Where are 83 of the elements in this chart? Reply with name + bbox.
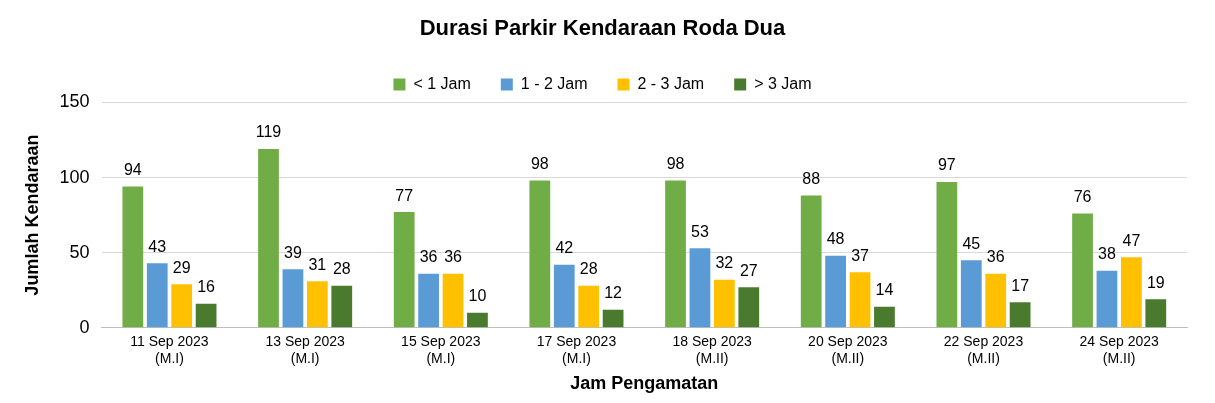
bar	[1009, 302, 1031, 328]
bar	[1145, 299, 1167, 328]
bar	[553, 264, 575, 328]
bar	[331, 285, 353, 328]
bar	[1096, 270, 1118, 328]
data-label: 42	[555, 239, 574, 257]
data-label: 32	[715, 254, 734, 272]
bar	[849, 272, 871, 328]
data-label: 19	[1146, 273, 1165, 291]
data-label: 16	[197, 278, 216, 296]
legend-label: < 1 Jam	[413, 74, 471, 92]
data-label: 48	[826, 230, 845, 248]
bar	[738, 287, 760, 328]
legend-label: 2 - 3 Jam	[637, 74, 705, 92]
bar	[171, 284, 193, 328]
bar	[825, 255, 846, 328]
bar	[602, 309, 624, 328]
bar	[713, 279, 735, 328]
bar	[306, 281, 328, 328]
data-label: 39	[284, 243, 302, 261]
data-label: 12	[604, 284, 623, 302]
y-tick-label: 50	[69, 241, 90, 262]
bar	[418, 273, 439, 328]
data-label: 17	[1011, 276, 1030, 294]
data-label: 98	[666, 154, 685, 172]
bar	[1121, 257, 1142, 328]
bar	[665, 180, 686, 328]
data-label: 28	[332, 260, 351, 278]
bar	[1072, 213, 1093, 328]
x-tick-label: 15 Sep 2023 (M.I)	[401, 333, 481, 366]
bar	[800, 195, 822, 328]
y-axis-title: Jumlah Kendaraan	[21, 134, 42, 296]
data-label: 10	[468, 287, 487, 305]
x-tick-label: 11 Sep 2023 (M.I)	[130, 333, 209, 366]
data-label: 45	[962, 234, 981, 252]
data-label: 98	[530, 154, 549, 172]
data-label: 38	[1098, 245, 1116, 263]
legend-label: > 3 Jam	[754, 74, 812, 92]
bar	[874, 306, 895, 328]
bar	[442, 273, 464, 328]
chart-title: Durasi Parkir Kendaraan Roda Dua	[419, 15, 787, 41]
data-label: 43	[148, 237, 167, 255]
bar	[467, 312, 488, 328]
data-label: 76	[1073, 188, 1092, 205]
x-tick-label: 17 Sep 2023 (M.I)	[536, 333, 617, 366]
data-label: 27	[739, 261, 758, 279]
data-label: 53	[691, 222, 709, 240]
data-label: 77	[395, 186, 414, 204]
bar	[393, 212, 415, 328]
data-label: 36	[986, 248, 1005, 266]
bar	[258, 148, 279, 328]
y-tick-label: 100	[59, 166, 90, 187]
bar	[960, 260, 982, 328]
bar	[195, 303, 217, 328]
data-label: 36	[444, 248, 463, 266]
y-tick-label: 0	[79, 316, 90, 337]
bar	[282, 269, 304, 328]
data-label: 47	[1122, 231, 1141, 249]
data-label: 37	[851, 246, 870, 264]
data-label: 31	[308, 255, 327, 273]
bar	[122, 186, 144, 328]
x-axis-title: Jam Pengamatan	[570, 373, 719, 394]
bar	[689, 248, 711, 328]
legend-label: 1 - 2 Jam	[520, 74, 588, 92]
data-label: 97	[937, 156, 956, 174]
data-label: 14	[875, 281, 894, 299]
x-tick-label: 20 Sep 2023 (M.II)	[808, 333, 888, 366]
x-tick-label: 24 Sep 2023 (M.II)	[1079, 333, 1160, 366]
bar	[529, 180, 551, 328]
bar	[985, 273, 1007, 328]
data-label: 119	[255, 123, 282, 141]
y-tick-label: 150	[59, 91, 90, 112]
data-label: 29	[172, 258, 191, 276]
data-label: 88	[802, 169, 821, 187]
x-tick-label: 18 Sep 2023 (M.II)	[672, 333, 753, 366]
bar	[578, 285, 600, 328]
data-label: 28	[579, 260, 598, 278]
x-tick-label: 13 Sep 2023 (M.I)	[265, 333, 346, 366]
data-label: 36	[419, 248, 438, 266]
bar	[146, 263, 168, 328]
data-label: 94	[123, 160, 142, 178]
x-tick-label: 22 Sep 2023 (M.II)	[943, 333, 1024, 366]
bar	[936, 182, 958, 328]
